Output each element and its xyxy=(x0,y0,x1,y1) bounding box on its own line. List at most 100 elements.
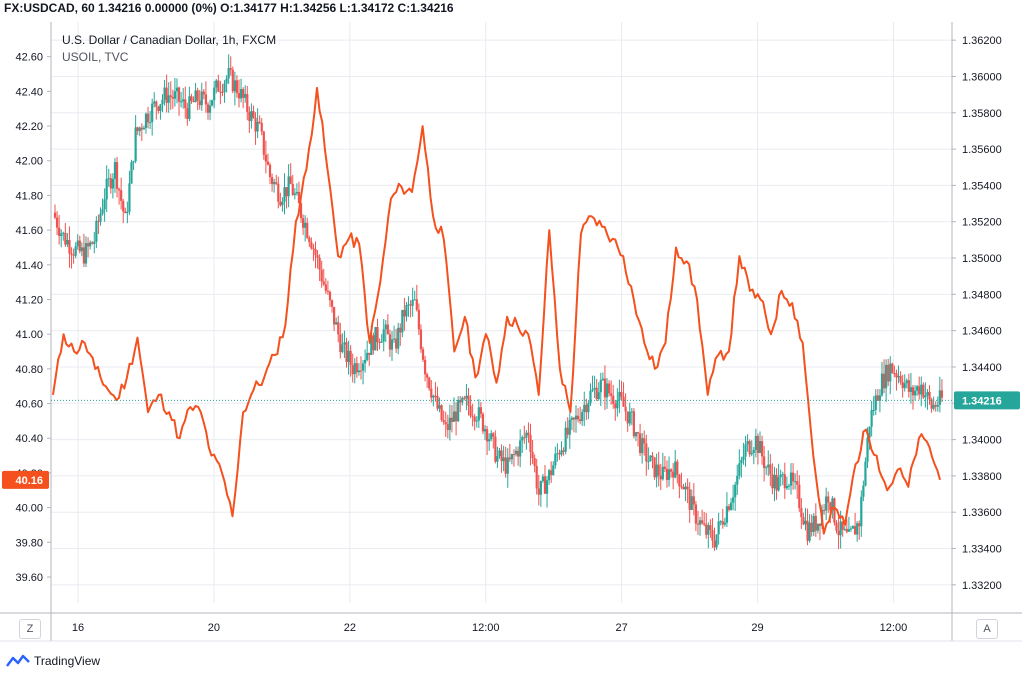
candle-body xyxy=(477,407,480,421)
candle-body xyxy=(260,123,263,132)
candle-body xyxy=(186,108,189,119)
right-tick-label: 1.34000 xyxy=(962,435,1002,447)
candle-body xyxy=(165,87,168,103)
symbol-header: FX:USDCAD, 60 1.34216 0.00000 (0%) O:1.3… xyxy=(0,0,1022,22)
candle-body xyxy=(310,242,313,249)
candle-body xyxy=(622,396,625,407)
candle-body xyxy=(574,415,578,420)
usoil-price-label: 40.16 xyxy=(15,475,43,487)
candle-body xyxy=(386,324,389,335)
candle-body xyxy=(130,162,133,184)
candle-body xyxy=(558,453,561,455)
right-tick-label: 1.33200 xyxy=(962,580,1002,592)
candle-body xyxy=(514,450,518,455)
candle-body xyxy=(895,373,898,378)
candle-body xyxy=(436,395,439,409)
candle-body xyxy=(382,329,385,342)
candle-body xyxy=(175,87,179,92)
candle-body xyxy=(442,419,445,423)
candle-body xyxy=(632,411,635,437)
candle-body xyxy=(783,474,786,489)
candle-body xyxy=(882,373,886,389)
candle-body xyxy=(694,504,698,524)
candle-body xyxy=(490,433,493,440)
candle-body xyxy=(595,387,598,400)
candle-body xyxy=(322,281,325,285)
candle-body xyxy=(659,475,662,480)
candle-body xyxy=(409,304,412,306)
candle-body xyxy=(316,255,319,258)
candle-body xyxy=(58,227,61,236)
candle-body xyxy=(585,404,588,413)
candle-body xyxy=(570,417,573,420)
candle-body xyxy=(531,451,534,459)
candle-body xyxy=(113,162,117,179)
candle-body xyxy=(277,183,280,202)
candle-body xyxy=(399,327,402,333)
candle-body xyxy=(667,469,671,480)
candle-body xyxy=(289,176,292,184)
candle-body xyxy=(907,380,910,392)
candle-body xyxy=(91,242,94,244)
chart-axes: 1.36200 1.36000 1.35800 1.35600 1.35400 1.352… xyxy=(0,22,1022,642)
candle-body xyxy=(99,213,102,222)
candle-body xyxy=(233,80,236,92)
candle-body xyxy=(105,178,108,200)
candle-body xyxy=(66,240,69,245)
candle-body xyxy=(843,528,846,530)
candle-body xyxy=(390,339,394,350)
candle-body xyxy=(806,520,809,541)
candle-body xyxy=(887,364,890,382)
candle-body xyxy=(496,456,499,462)
candle-body xyxy=(568,419,571,435)
candle-body xyxy=(729,502,733,510)
candle-body xyxy=(891,363,894,373)
candle-body xyxy=(605,383,609,398)
right-axis-mode-button[interactable]: A xyxy=(976,619,998,639)
candle-body xyxy=(889,363,892,382)
candle-body xyxy=(698,520,702,525)
candle-body xyxy=(576,415,580,420)
candle-body xyxy=(920,384,923,395)
candle-body xyxy=(589,390,592,404)
candle-body xyxy=(938,390,941,405)
candle-body xyxy=(752,449,755,453)
left-axis-mode-button[interactable]: Z xyxy=(19,619,41,639)
candle-body xyxy=(86,243,90,247)
candle-body xyxy=(132,161,135,163)
candle-body xyxy=(911,387,915,396)
right-tick-label: 1.34400 xyxy=(962,362,1002,374)
candle-body xyxy=(299,203,303,219)
usoil-line-layer xyxy=(52,86,941,535)
candle-body xyxy=(597,392,600,400)
candle-body xyxy=(785,486,788,489)
candle-body xyxy=(744,444,747,457)
candle-body xyxy=(169,95,172,97)
candle-body xyxy=(723,522,726,525)
candle-body xyxy=(709,525,712,531)
candle-body xyxy=(254,117,257,132)
candle-body xyxy=(163,87,166,100)
candle-body xyxy=(583,404,586,412)
candle-body xyxy=(221,91,224,93)
candle-body xyxy=(851,526,855,529)
candle-body xyxy=(242,89,245,98)
candle-body xyxy=(909,387,913,392)
candle-body xyxy=(610,393,613,396)
candle-body xyxy=(703,523,706,525)
candle-body xyxy=(510,454,514,460)
candle-body xyxy=(324,284,327,291)
candle-body xyxy=(665,468,669,480)
brand-footer[interactable]: TradingView xyxy=(6,652,100,670)
candle-body xyxy=(335,322,338,325)
candle-body xyxy=(754,436,757,450)
candle-body xyxy=(533,458,536,466)
candle-body xyxy=(149,122,152,124)
candle-body xyxy=(126,211,129,214)
candle-body xyxy=(444,422,447,425)
candle-body xyxy=(612,395,615,404)
candle-body xyxy=(692,496,695,505)
candle-body xyxy=(173,91,177,99)
candle-body xyxy=(638,433,642,454)
